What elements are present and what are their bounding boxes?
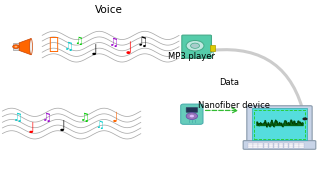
Bar: [294, 144, 299, 146]
FancyBboxPatch shape: [181, 104, 203, 124]
Bar: [279, 143, 283, 144]
FancyBboxPatch shape: [243, 141, 316, 149]
Bar: [248, 144, 253, 146]
Bar: [289, 144, 293, 146]
Circle shape: [13, 45, 19, 49]
Bar: [253, 143, 258, 144]
Bar: [248, 146, 253, 148]
Polygon shape: [19, 39, 31, 55]
Ellipse shape: [30, 39, 32, 55]
Text: ♫: ♫: [42, 113, 52, 123]
Bar: [294, 143, 299, 144]
Text: ♫: ♫: [74, 36, 83, 46]
FancyArrowPatch shape: [214, 50, 304, 116]
Circle shape: [14, 46, 17, 47]
Bar: [264, 143, 268, 144]
Polygon shape: [210, 52, 213, 55]
Bar: [274, 144, 278, 146]
Bar: [299, 143, 304, 144]
Bar: [269, 146, 273, 148]
Bar: [264, 146, 268, 148]
Bar: [269, 143, 273, 144]
Bar: [264, 144, 268, 146]
Circle shape: [191, 43, 199, 48]
Text: ♩: ♩: [59, 120, 67, 135]
Bar: [279, 144, 283, 146]
Circle shape: [190, 115, 194, 117]
Text: Voice: Voice: [95, 5, 123, 15]
Text: 𝄞: 𝄞: [48, 35, 58, 53]
Bar: [299, 144, 304, 146]
Text: ♫: ♫: [137, 36, 148, 49]
Text: ♫: ♫: [64, 42, 74, 52]
Text: ♩: ♩: [27, 122, 35, 137]
Text: ♩: ♩: [91, 44, 98, 59]
Bar: [269, 144, 273, 146]
Bar: [274, 143, 278, 144]
Text: ♫: ♫: [109, 38, 119, 48]
Bar: [284, 146, 288, 148]
Text: ♫: ♫: [95, 119, 104, 129]
Bar: [259, 146, 263, 148]
Bar: [259, 143, 263, 144]
Polygon shape: [210, 45, 215, 51]
Bar: [248, 143, 253, 144]
FancyBboxPatch shape: [182, 35, 212, 58]
FancyBboxPatch shape: [186, 107, 197, 112]
Bar: [294, 146, 299, 148]
Text: MP3 player: MP3 player: [168, 53, 215, 61]
Bar: [279, 146, 283, 148]
Polygon shape: [13, 43, 19, 50]
Bar: [289, 146, 293, 148]
Circle shape: [302, 117, 308, 120]
Bar: [274, 146, 278, 148]
Text: Nanofiber device: Nanofiber device: [198, 101, 270, 110]
Text: ♫: ♫: [80, 113, 90, 123]
Text: Data: Data: [219, 78, 239, 87]
Bar: [259, 144, 263, 146]
Text: ♩: ♩: [112, 111, 119, 125]
Bar: [289, 143, 293, 144]
Circle shape: [186, 40, 204, 51]
Bar: [253, 144, 258, 146]
FancyBboxPatch shape: [247, 106, 312, 142]
Bar: [284, 143, 288, 144]
Bar: [253, 146, 258, 148]
Bar: [299, 146, 304, 148]
FancyBboxPatch shape: [252, 108, 307, 139]
Bar: [284, 144, 288, 146]
Text: ♫: ♫: [13, 113, 23, 123]
Bar: [254, 109, 305, 139]
Text: ♩: ♩: [124, 40, 132, 57]
Circle shape: [186, 113, 197, 119]
